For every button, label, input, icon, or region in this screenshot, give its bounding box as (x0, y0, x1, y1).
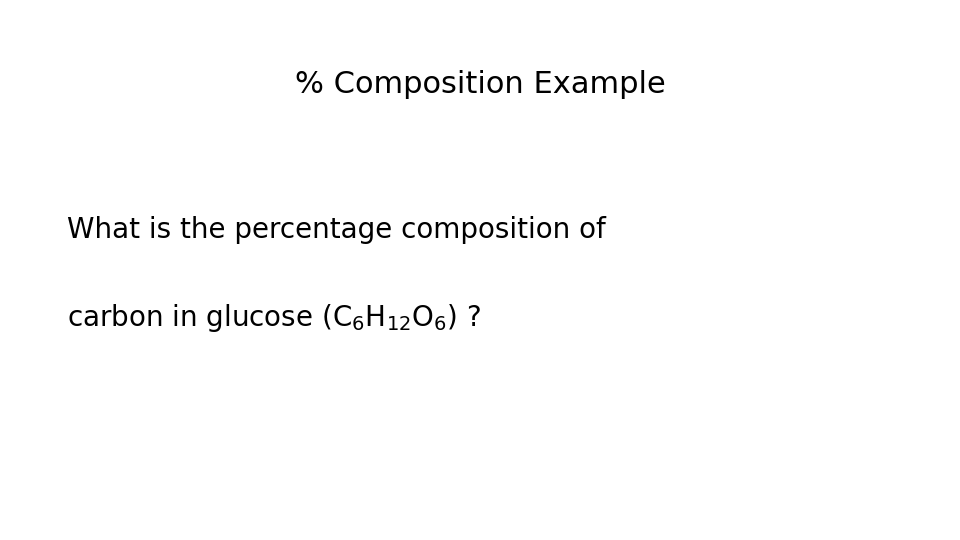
Text: carbon in glucose (C$_6$H$_{12}$O$_6$) ?: carbon in glucose (C$_6$H$_{12}$O$_6$) ? (67, 302, 482, 334)
Text: What is the percentage composition of: What is the percentage composition of (67, 216, 606, 244)
Text: % Composition Example: % Composition Example (295, 70, 665, 99)
